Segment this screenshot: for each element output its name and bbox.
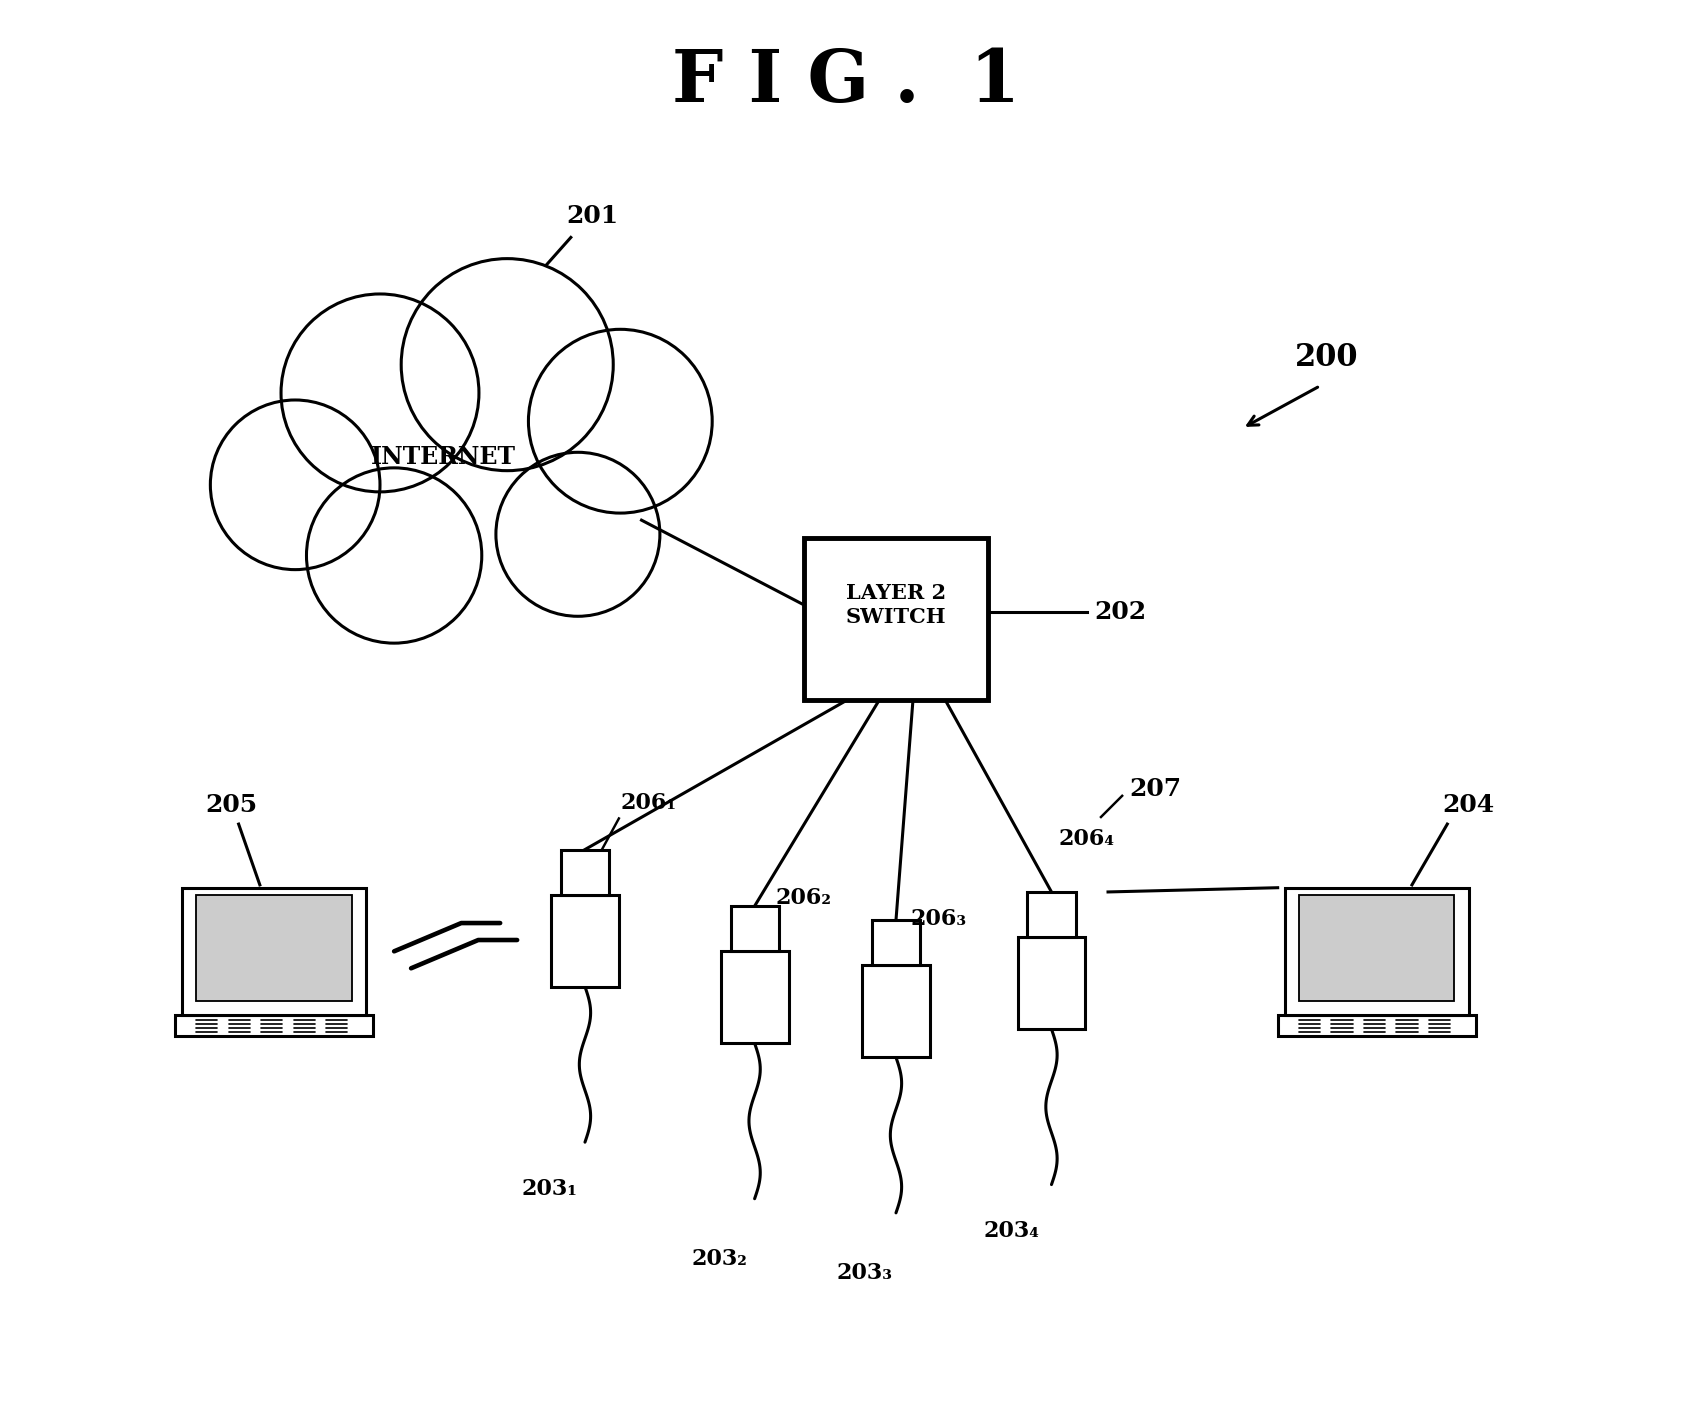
Bar	[1017, 937, 1085, 1030]
Text: 205: 205	[205, 793, 257, 818]
Bar	[1278, 1015, 1476, 1037]
Text: 202: 202	[1094, 600, 1146, 624]
Bar	[731, 906, 779, 951]
Text: 206₄: 206₄	[1058, 828, 1114, 849]
Circle shape	[306, 468, 483, 643]
Bar	[1285, 887, 1468, 1015]
Text: 200: 200	[1295, 343, 1359, 373]
Text: 201: 201	[565, 205, 618, 228]
Text: 206₃: 206₃	[911, 909, 967, 930]
Bar	[872, 920, 919, 966]
Bar	[560, 849, 609, 894]
Circle shape	[528, 330, 713, 513]
Bar	[862, 966, 929, 1058]
Text: LAYER 2
SWITCH: LAYER 2 SWITCH	[846, 583, 946, 627]
Bar	[804, 538, 989, 701]
Bar	[1028, 892, 1075, 937]
Bar	[174, 1015, 372, 1037]
Circle shape	[401, 259, 613, 471]
Text: 206₁: 206₁	[620, 792, 677, 815]
Text: 203₂: 203₂	[691, 1249, 747, 1270]
Text: INTERNET: INTERNET	[371, 445, 516, 468]
Bar	[183, 887, 366, 1015]
Bar	[550, 894, 620, 987]
Text: 203₄: 203₄	[984, 1220, 1040, 1241]
Text: 207: 207	[1129, 776, 1182, 801]
Text: 203₁: 203₁	[521, 1177, 577, 1200]
Circle shape	[496, 452, 660, 616]
Bar	[196, 894, 352, 1001]
Bar	[721, 951, 789, 1044]
Text: 204: 204	[1442, 793, 1495, 818]
Text: 203₃: 203₃	[836, 1263, 892, 1284]
Text: F I G .  1: F I G . 1	[672, 47, 1021, 118]
Circle shape	[281, 294, 479, 492]
Bar	[1299, 894, 1454, 1001]
Text: 206₂: 206₂	[775, 887, 831, 909]
Circle shape	[210, 400, 379, 570]
